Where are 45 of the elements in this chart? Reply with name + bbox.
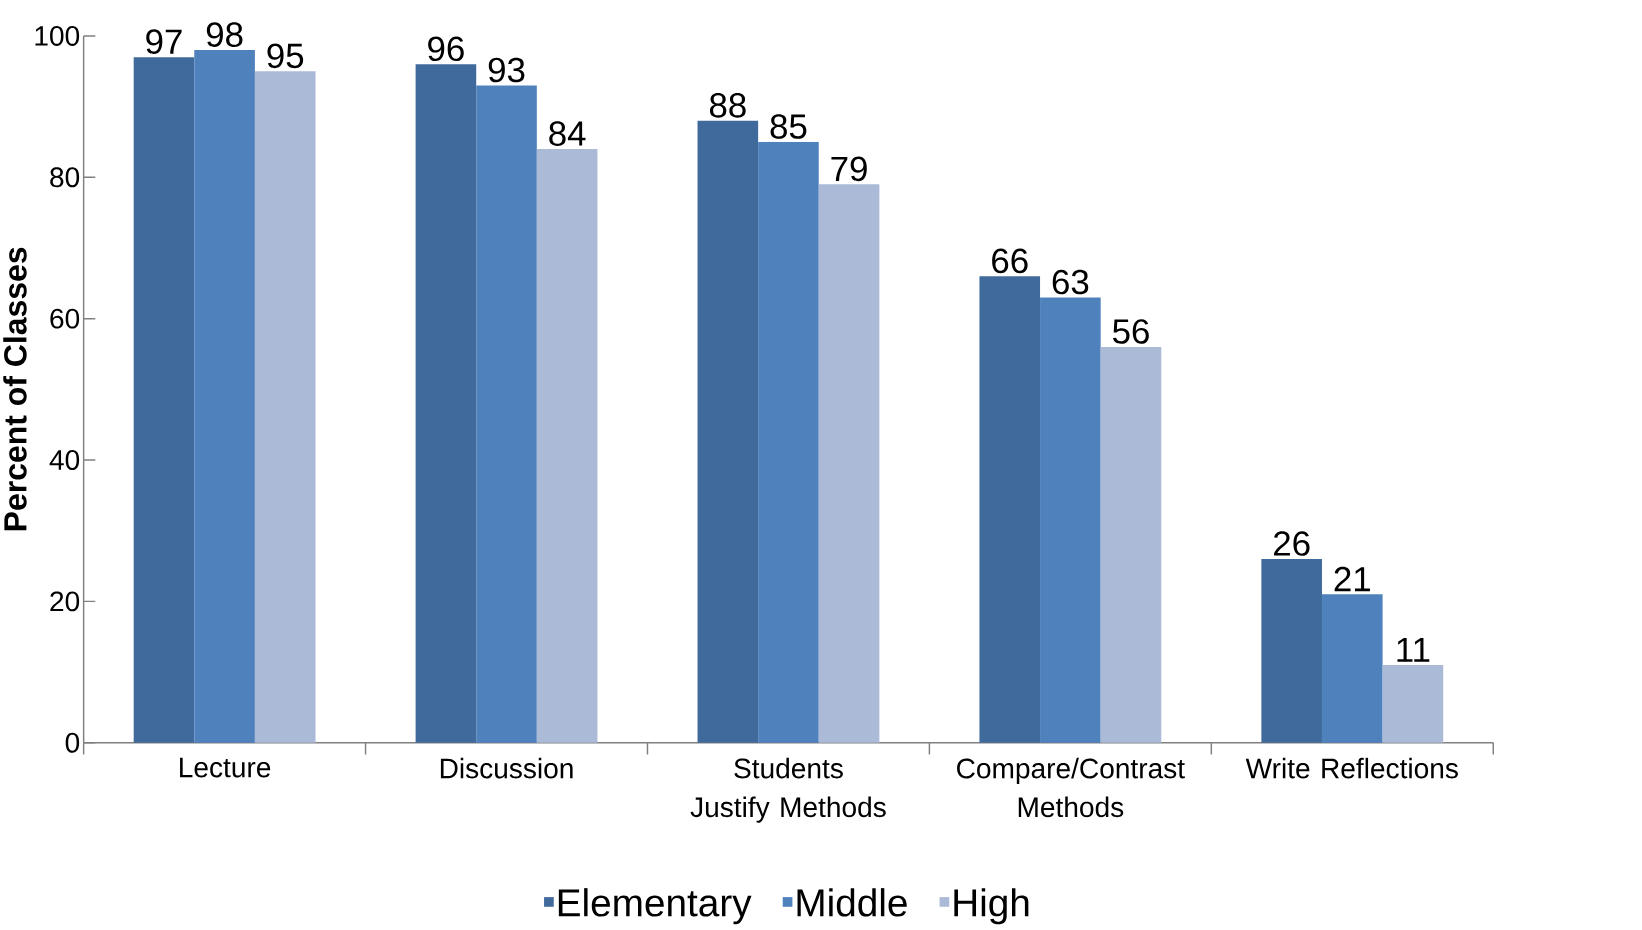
y-tick-label: 100 xyxy=(35,25,80,46)
y-tick-label: 0 xyxy=(65,732,80,753)
data-label: 96 xyxy=(428,36,464,61)
bar xyxy=(1382,664,1444,743)
bar xyxy=(133,56,195,743)
data-label: 79 xyxy=(831,156,867,182)
bar xyxy=(758,141,819,743)
data-label: 56 xyxy=(1112,318,1149,344)
bar xyxy=(1040,297,1101,743)
data-label: 63 xyxy=(1052,269,1089,295)
data-label: 97 xyxy=(146,29,182,54)
x-tick-label: Discussion xyxy=(440,757,573,779)
data-label: 21 xyxy=(1334,566,1370,592)
data-label: 88 xyxy=(709,92,746,118)
data-label: 85 xyxy=(770,114,807,139)
data-label: 11 xyxy=(1397,637,1430,662)
x-tick-label: Students Justify Methods xyxy=(690,757,886,823)
bar xyxy=(1261,558,1322,743)
bar xyxy=(1321,594,1383,743)
y-tick-label: 60 xyxy=(50,308,80,329)
data-label: 98 xyxy=(206,22,243,47)
bar xyxy=(476,85,537,743)
legend-label: Elementary xyxy=(558,887,752,925)
data-label: 95 xyxy=(267,43,304,68)
bar xyxy=(536,148,598,743)
y-tick-label: 40 xyxy=(49,449,80,470)
data-label: 26 xyxy=(1274,531,1310,556)
data-label: 84 xyxy=(549,121,586,146)
bar xyxy=(415,64,477,743)
bar xyxy=(697,120,759,743)
legend-label: Middle xyxy=(797,887,907,917)
bar xyxy=(194,49,255,743)
x-tick-label: Lecture xyxy=(180,757,271,778)
x-tick-label: Compare/Contrast Methods xyxy=(957,757,1185,818)
legend-label: High xyxy=(954,887,1029,925)
y-tick-label: 80 xyxy=(50,167,80,188)
bar xyxy=(818,184,880,743)
x-tick-label: Write Reflections xyxy=(1245,757,1458,779)
y-tick-label: 20 xyxy=(50,591,80,612)
data-label: 93 xyxy=(488,57,525,83)
bar xyxy=(254,71,316,743)
bar xyxy=(1100,346,1162,743)
y-axis-title: Percent of Classes xyxy=(3,247,27,531)
data-label: 66 xyxy=(992,248,1028,273)
bar xyxy=(979,276,1041,743)
